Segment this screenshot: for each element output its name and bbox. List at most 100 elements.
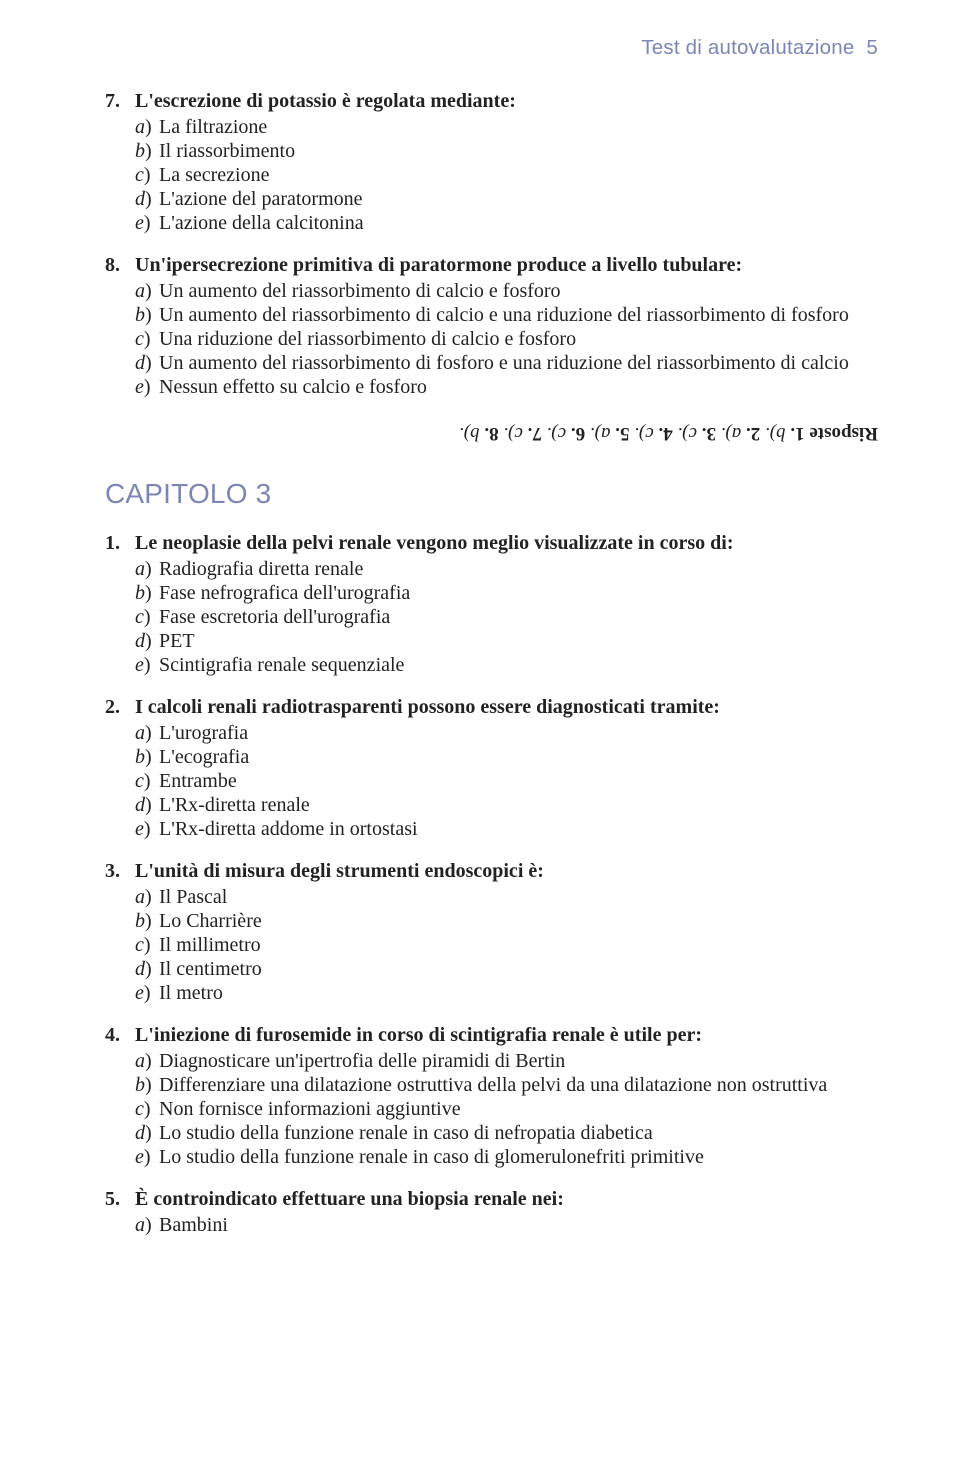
option: eL'Rx-diretta addome in ortostasi: [135, 817, 878, 841]
answer-item: 8. b).: [459, 422, 503, 443]
option: aUn aumento del riassorbimento di calcio…: [135, 279, 878, 303]
questions-bottom-block: 1.Le neoplasie della pelvi renale vengon…: [105, 531, 878, 1237]
answer-number: 1.: [786, 422, 805, 443]
option-text: Un aumento del riassorbimento di calcio …: [159, 279, 878, 303]
option: bUn aumento del riassorbimento di calcio…: [135, 303, 878, 327]
option: cEntrambe: [135, 769, 878, 793]
option-label: c: [135, 163, 159, 187]
question-stem-row: 1.Le neoplasie della pelvi renale vengon…: [105, 531, 878, 555]
option: aLa filtrazione: [135, 115, 878, 139]
option-label: b: [135, 303, 159, 327]
option-label: c: [135, 769, 159, 793]
answer-number: 5.: [610, 422, 634, 443]
option-text: L'Rx-diretta renale: [159, 793, 878, 817]
option-text: Radiografia diretta renale: [159, 557, 878, 581]
option-text: Bambini: [159, 1213, 878, 1237]
page-number: 5: [866, 36, 878, 61]
option: bIl riassorbimento: [135, 139, 878, 163]
question-number: 5.: [105, 1187, 135, 1211]
option: cFase escretoria dell'urografia: [135, 605, 878, 629]
option: eScintigrafia renale sequenziale: [135, 653, 878, 677]
answer-letter: c).: [503, 422, 523, 443]
option: aDiagnosticare un'ipertrofia delle piram…: [135, 1049, 878, 1073]
option-text: Fase escretoria dell'urografia: [159, 605, 878, 629]
option: dUn aumento del riassorbimento di fosfor…: [135, 351, 878, 375]
answer-number: 7.: [523, 422, 547, 443]
options: aUn aumento del riassorbimento di calcio…: [105, 279, 878, 399]
option-text: Il metro: [159, 981, 878, 1005]
option-label: b: [135, 139, 159, 163]
answer-letter: a).: [721, 422, 742, 443]
option-text: L'azione del paratormone: [159, 187, 878, 211]
option-label: a: [135, 721, 159, 745]
options: aL'urografiabL'ecografiacEntrambedL'Rx-d…: [105, 721, 878, 841]
option: aIl Pascal: [135, 885, 878, 909]
option-label: d: [135, 793, 159, 817]
option: cLa secrezione: [135, 163, 878, 187]
option-label: e: [135, 653, 159, 677]
option: dLo studio della funzione renale in caso…: [135, 1121, 878, 1145]
option-label: e: [135, 1145, 159, 1169]
option-text: La filtrazione: [159, 115, 878, 139]
answer-item: 7. c).: [503, 422, 546, 443]
answer-letter: c).: [634, 422, 654, 443]
question-number: 1.: [105, 531, 135, 555]
answer-item: 1. b).: [765, 422, 805, 443]
question: 5.È controindicato effettuare una biopsi…: [105, 1187, 878, 1237]
question-stem-row: 2.I calcoli renali radiotrasparenti poss…: [105, 695, 878, 719]
option-text: L'Rx-diretta addome in ortostasi: [159, 817, 878, 841]
option-label: e: [135, 375, 159, 399]
answer-letter: b).: [765, 422, 786, 443]
question-stem-row: 5.È controindicato effettuare una biopsi…: [105, 1187, 878, 1211]
answer-number: 6.: [566, 422, 590, 443]
option: eL'azione della calcitonina: [135, 211, 878, 235]
answer-letter: c).: [547, 422, 567, 443]
option-label: c: [135, 1097, 159, 1121]
option: eLo studio della funzione renale in caso…: [135, 1145, 878, 1169]
answer-item: 6. c).: [547, 422, 590, 443]
option-label: e: [135, 981, 159, 1005]
question-number: 8.: [105, 253, 135, 277]
answer-item: 2. a).: [721, 422, 765, 443]
question: 7.L'escrezione di potassio è regolata me…: [105, 89, 878, 235]
options: aLa filtrazionebIl riassorbimentocLa sec…: [105, 115, 878, 235]
option-label: c: [135, 933, 159, 957]
option-text: Lo studio della funzione renale in caso …: [159, 1121, 878, 1145]
answers-block: Risposte 1. b). 2. a). 3. c). 4. c). 5. …: [105, 421, 878, 444]
option-text: Il riassorbimento: [159, 139, 878, 163]
option: bFase nefrografica dell'urografia: [135, 581, 878, 605]
option-label: b: [135, 745, 159, 769]
question-stem-row: 7.L'escrezione di potassio è regolata me…: [105, 89, 878, 113]
answer-letter: b).: [459, 422, 480, 443]
options: aRadiografia diretta renalebFase nefrogr…: [105, 557, 878, 677]
option: dL'azione del paratormone: [135, 187, 878, 211]
options: aIl PascalbLo CharrièrecIl millimetrodIl…: [105, 885, 878, 1005]
option-label: a: [135, 1213, 159, 1237]
answers-label: Risposte: [809, 422, 878, 443]
question: 3.L'unità di misura degli strumenti endo…: [105, 859, 878, 1005]
answers-list: 1. b). 2. a). 3. c). 4. c). 5. a). 6. c)…: [459, 422, 805, 443]
option-text: Diagnosticare un'ipertrofia delle pirami…: [159, 1049, 878, 1073]
option-label: d: [135, 1121, 159, 1145]
question-stem: È controindicato effettuare una biopsia …: [135, 1187, 878, 1211]
questions-top-block: 7.L'escrezione di potassio è regolata me…: [105, 89, 878, 399]
option-label: b: [135, 1073, 159, 1097]
question: 8.Un'ipersecrezione primitiva di parator…: [105, 253, 878, 399]
question: 1.Le neoplasie della pelvi renale vengon…: [105, 531, 878, 677]
option-label: a: [135, 885, 159, 909]
option-label: a: [135, 1049, 159, 1073]
option: dL'Rx-diretta renale: [135, 793, 878, 817]
question-stem: Le neoplasie della pelvi renale vengono …: [135, 531, 878, 555]
option-text: Non fornisce informazioni aggiuntive: [159, 1097, 878, 1121]
chapter-heading: CAPITOLO 3: [105, 477, 878, 511]
option: bL'ecografia: [135, 745, 878, 769]
question-stem: Un'ipersecrezione primitiva di paratormo…: [135, 253, 878, 277]
question-stem: L'escrezione di potassio è regolata medi…: [135, 89, 878, 113]
option-text: Il Pascal: [159, 885, 878, 909]
option-text: L'ecografia: [159, 745, 878, 769]
question-number: 3.: [105, 859, 135, 883]
option-text: Un aumento del riassorbimento di fosforo…: [159, 351, 878, 375]
option-text: Fase nefrografica dell'urografia: [159, 581, 878, 605]
option-label: c: [135, 327, 159, 351]
running-header-title: Test di autovalutazione: [641, 36, 854, 59]
